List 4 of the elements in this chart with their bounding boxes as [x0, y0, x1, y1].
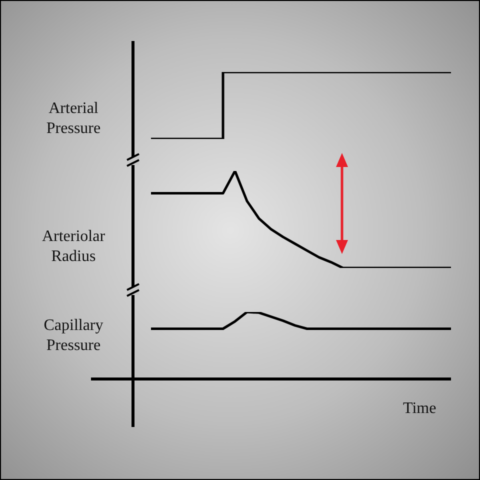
y-axis-title: Arteriolar Radius	[40, 227, 106, 267]
y-axis-title: Arterial Pressure	[45, 99, 102, 139]
y-axis-title: Capillary Pressure	[42, 316, 104, 356]
x-axis-title: Time	[403, 400, 436, 418]
